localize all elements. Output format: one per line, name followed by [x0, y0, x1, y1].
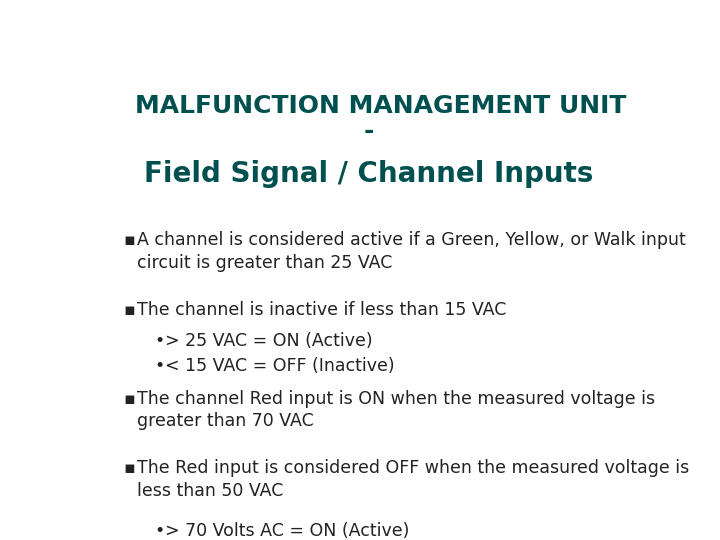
Text: MALFUNCTION MANAGEMENT UNIT: MALFUNCTION MANAGEMENT UNIT [135, 94, 626, 118]
Text: -: - [364, 119, 374, 143]
Text: A channel is considered active if a Green, Yellow, or Walk input
circuit is grea: A channel is considered active if a Gree… [138, 231, 686, 272]
Text: Field Signal / Channel Inputs: Field Signal / Channel Inputs [144, 160, 594, 188]
Text: ▪: ▪ [124, 389, 135, 408]
Text: The Red input is considered OFF when the measured voltage is
less than 50 VAC: The Red input is considered OFF when the… [138, 460, 690, 500]
Text: •: • [154, 332, 164, 350]
Text: •: • [154, 357, 164, 375]
Text: ▪: ▪ [124, 231, 135, 249]
Text: The channel is inactive if less than 15 VAC: The channel is inactive if less than 15 … [138, 301, 507, 319]
Text: ▪: ▪ [124, 301, 135, 319]
Text: The channel Red input is ON when the measured voltage is
greater than 70 VAC: The channel Red input is ON when the mea… [138, 389, 655, 430]
Text: > 70 Volts AC = ON (Active): > 70 Volts AC = ON (Active) [166, 522, 410, 540]
Text: ▪: ▪ [124, 460, 135, 477]
Text: > 25 VAC = ON (Active): > 25 VAC = ON (Active) [166, 332, 373, 350]
Text: < 15 VAC = OFF (Inactive): < 15 VAC = OFF (Inactive) [166, 357, 395, 375]
Text: •: • [154, 522, 164, 540]
